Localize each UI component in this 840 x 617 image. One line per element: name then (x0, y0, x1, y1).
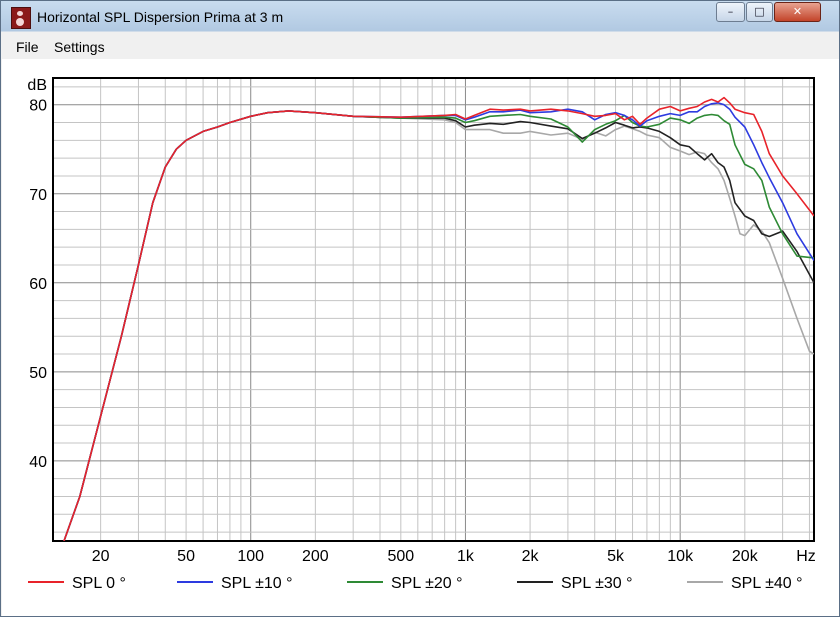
y-tick-label: 50 (29, 365, 47, 382)
window-title: Horizontal SPL Dispersion Prima at 3 m (37, 9, 284, 25)
legend-item: SPL ±10 ° (177, 575, 293, 592)
title-bar[interactable]: Horizontal SPL Dispersion Prima at 3 m –… (1, 1, 839, 33)
x-axis-unit: Hz (796, 548, 816, 565)
x-tick-label: 1k (457, 548, 475, 565)
x-tick-label: 500 (387, 548, 414, 565)
y-tick-label: 40 (29, 454, 47, 471)
series-line (63, 110, 814, 541)
series-line (63, 110, 814, 541)
y-axis-unit: dB (27, 77, 47, 94)
legend-label: SPL ±20 ° (391, 575, 463, 592)
series-line (63, 102, 814, 541)
close-icon: ✕ (792, 5, 803, 18)
x-tick-label: 50 (177, 548, 195, 565)
x-tick-label: 20k (732, 548, 759, 565)
series-line (63, 110, 814, 541)
close-button[interactable]: ✕ (774, 2, 821, 22)
minimize-icon: – (727, 5, 734, 18)
legend-label: SPL ±40 ° (731, 575, 803, 592)
x-tick-label: 100 (237, 548, 264, 565)
minimize-button[interactable]: – (716, 2, 745, 22)
x-tick-label: 200 (302, 548, 329, 565)
legend-item: SPL ±30 ° (517, 575, 633, 592)
x-tick-label: 10k (667, 548, 694, 565)
x-tick-label: 2k (522, 548, 540, 565)
legend-item: SPL ±20 ° (347, 575, 463, 592)
plot-area: 40 50 60 70 80 dB 20 50 100 200 500 1k 2k 5k 10k 20k Hz S… (2, 59, 839, 616)
y-tick-label: 80 (29, 98, 47, 115)
y-tick-label: 70 (29, 187, 47, 204)
spl-dispersion-chart: 40 50 60 70 80 dB 20 50 100 200 500 1k 2k 5k 10k 20k Hz S… (27, 77, 816, 592)
series-line (63, 96, 814, 541)
maximize-icon: □ (754, 5, 765, 18)
legend-label: SPL ±10 ° (221, 575, 293, 592)
x-tick-label: 20 (92, 548, 110, 565)
menu-file[interactable]: File (16, 39, 39, 55)
menu-bar: File Settings (2, 36, 839, 58)
maximize-button[interactable]: □ (746, 2, 773, 22)
y-tick-label: 60 (29, 276, 47, 293)
legend-item: SPL ±40 ° (687, 575, 803, 592)
speaker-icon (11, 7, 31, 29)
series-group (63, 96, 814, 541)
plot-frame (52, 77, 815, 542)
x-tick-label: 5k (607, 548, 625, 565)
legend-label: SPL 0 ° (72, 575, 126, 592)
legend-item: SPL 0 ° (28, 575, 126, 592)
menu-settings[interactable]: Settings (54, 39, 105, 55)
legend-label: SPL ±30 ° (561, 575, 633, 592)
